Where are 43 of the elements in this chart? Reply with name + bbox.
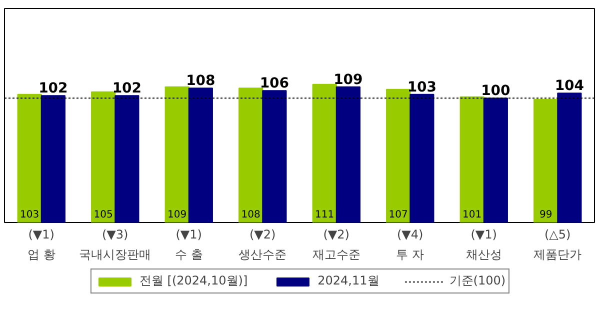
bar	[410, 94, 434, 222]
data-label: 104	[554, 78, 584, 94]
bar	[238, 88, 264, 222]
legend-label: 2024,11월	[318, 272, 380, 290]
legend-label: 전월 [(2024,10월)]	[139, 272, 248, 290]
data-label: 100	[481, 83, 511, 100]
bar	[386, 88, 411, 222]
data-label: 111	[315, 210, 334, 220]
data-label: 106	[260, 76, 290, 92]
data-label: 105	[94, 210, 113, 220]
category-label: (△5) 제품단가	[534, 228, 582, 262]
legend-label: 기준(100)	[449, 272, 506, 290]
category-label: (▼2) 재고수준	[312, 228, 360, 262]
bar	[164, 86, 190, 222]
data-label: 102	[38, 80, 68, 97]
bar	[40, 95, 66, 222]
bar	[483, 98, 508, 222]
bar	[557, 92, 582, 222]
data-label: 108	[241, 210, 260, 220]
data-label: 101	[462, 210, 482, 220]
data-label: 102	[112, 80, 142, 97]
bar	[312, 84, 337, 222]
bar	[188, 88, 213, 222]
bar	[114, 95, 140, 222]
bar	[91, 91, 116, 222]
bar	[262, 90, 287, 222]
category-label: (▼1) 수 출	[174, 228, 203, 262]
data-label: 109	[334, 72, 363, 88]
bar	[336, 86, 360, 222]
data-label: 103	[20, 210, 40, 220]
category-label: (▼3) 국내시장판매	[79, 228, 152, 262]
data-label: 99	[539, 210, 552, 220]
data-label: 103	[407, 79, 437, 96]
data-label: 109	[168, 210, 187, 220]
category-label: (▼1) 업 황	[27, 228, 56, 262]
data-label: 108	[186, 73, 216, 90]
bar	[534, 98, 558, 222]
bar	[17, 94, 42, 222]
data-label: 107	[388, 210, 408, 220]
category-label: (▼2) 생산수준	[238, 228, 287, 262]
category-label: (▼1) 채산성	[466, 228, 502, 262]
category-label: (▼4) 투 자	[396, 228, 424, 262]
bar	[460, 96, 484, 222]
